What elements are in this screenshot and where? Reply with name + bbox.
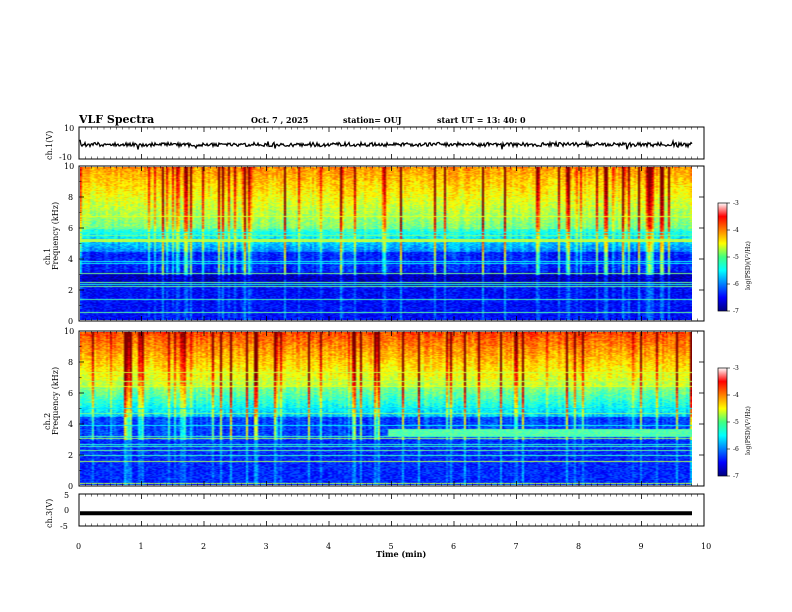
colorbar-tick-label: -5 <box>733 419 739 426</box>
ch1-spectrogram-image <box>80 167 692 320</box>
x-tick-label: 4 <box>326 542 331 551</box>
freq-tick-label: 8 <box>68 193 73 202</box>
freq-tick-label: 6 <box>68 224 73 233</box>
ch2-freq-ylabel: Frequency (kHz) <box>51 367 60 435</box>
ch2-spectrogram-image <box>80 332 692 485</box>
ch2-colorbar: -3 -4 -5 -6 -7 log(PSD)(V²/Hz) <box>717 365 752 480</box>
x-tick-label: 10 <box>701 542 711 551</box>
header-start-ut: start UT = 13: 40: 0 <box>437 115 526 125</box>
ch3-ytick-top: 5 <box>64 491 69 500</box>
time-axis: 0 1 2 3 4 5 6 7 8 9 10 <box>76 127 711 551</box>
figure-title: VLF Spectra <box>78 113 154 126</box>
colorbar-tick-label: -3 <box>733 200 739 207</box>
ch3-ytick-bottom: -5 <box>60 522 68 531</box>
ch3-ylabel: ch.3(V) <box>45 499 54 528</box>
ch2-channel-label: ch.2 <box>43 413 52 430</box>
colorbar-tick-label: -5 <box>733 254 739 261</box>
ch1-ylabel: ch.1(V) <box>45 131 54 160</box>
x-tick-label: 3 <box>264 542 269 551</box>
freq-tick-label: 0 <box>68 482 73 491</box>
freq-tick-label: 2 <box>68 286 73 295</box>
ch1-waveform-trace <box>79 138 693 150</box>
freq-tick-label: 10 <box>64 327 74 336</box>
ch1-ytick-top: 10 <box>64 124 74 133</box>
ch1-waveform-panel: 10 -10 ch.1(V) <box>45 124 705 162</box>
colorbar-tick-label: -4 <box>733 392 739 399</box>
colorbar-tick-label: -7 <box>733 473 739 480</box>
ch3-ytick-mid: 0 <box>64 506 69 515</box>
freq-tick-label: 0 <box>68 317 73 326</box>
colorbar-tick-label: -6 <box>733 281 739 288</box>
ch1-freq-ylabel: Frequency (kHz) <box>51 202 60 270</box>
freq-tick-label: 2 <box>68 451 73 460</box>
time-axis-label: Time (min) <box>376 549 426 559</box>
colorbar-tick-label: -3 <box>733 365 739 372</box>
colorbar-tick-label: -4 <box>733 227 739 234</box>
ch2-colorbar-gradient <box>717 367 728 477</box>
ch1-channel-label: ch.1 <box>43 248 52 265</box>
x-tick-label: 8 <box>576 542 581 551</box>
ch3-waveform-panel: 5 0 -5 ch.3(V) <box>45 491 705 531</box>
ch1-colorbar: -3 -4 -5 -6 -7 log(PSD)(V²/Hz) <box>717 200 752 315</box>
x-tick-label: 1 <box>139 542 144 551</box>
ch3-waveform-frame <box>78 493 705 527</box>
ch1-waveform-frame <box>78 126 705 160</box>
header-station: station= OUJ <box>343 115 402 125</box>
ch1-spectrogram-panel: 0 2 4 6 8 10 ch.1 Frequency (kHz) <box>43 162 705 326</box>
header-date: Oct. 7 , 2025 <box>251 115 308 125</box>
x-tick-label: 9 <box>639 542 644 551</box>
colorbar-tick-label: -6 <box>733 446 739 453</box>
freq-tick-label: 8 <box>68 358 73 367</box>
x-tick-label: 7 <box>514 542 519 551</box>
ch2-spectrogram-panel: 0 2 4 6 8 10 ch.2 Frequency (kHz) <box>43 327 705 491</box>
freq-tick-label: 4 <box>68 420 73 429</box>
x-tick-label: 0 <box>76 542 81 551</box>
x-tick-label: 6 <box>451 542 456 551</box>
freq-tick-label: 4 <box>68 255 73 264</box>
ch1-colorbar-label: log(PSD)(V²/Hz) <box>745 241 752 290</box>
colorbar-tick-label: -7 <box>733 308 739 315</box>
x-tick-label: 2 <box>201 542 206 551</box>
ch2-colorbar-label: log(PSD)(V²/Hz) <box>745 406 752 455</box>
x-tick-label: 5 <box>389 542 394 551</box>
freq-tick-label: 10 <box>64 162 74 171</box>
freq-tick-label: 6 <box>68 389 73 398</box>
ch1-ytick-bottom: -10 <box>59 153 72 162</box>
ch1-colorbar-gradient <box>717 202 728 312</box>
